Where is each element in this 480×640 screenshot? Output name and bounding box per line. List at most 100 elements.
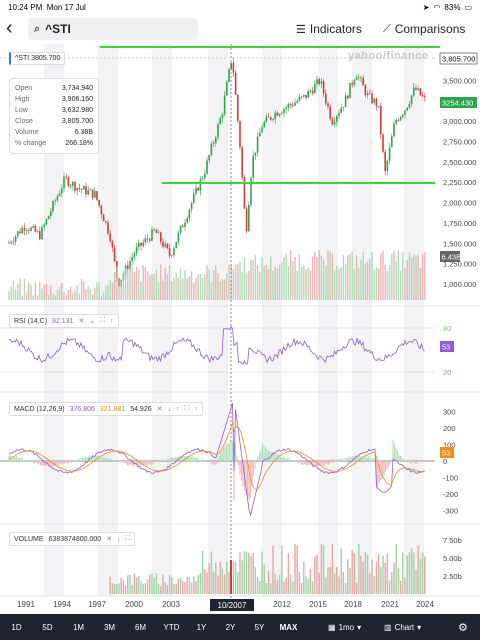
volume-panel-bar <box>234 562 237 594</box>
volume-bar <box>265 264 268 300</box>
range-5y[interactable]: 5Y <box>254 622 265 632</box>
volume-panel-bar <box>210 551 213 594</box>
comparisons-label: Comparisons <box>394 22 466 36</box>
interval-select[interactable]: ▦ 1mo ▾ <box>328 623 361 632</box>
range-5d[interactable]: 5D <box>42 622 53 632</box>
candle-body <box>406 107 408 111</box>
macd-histogram-bar <box>312 461 315 467</box>
macd-histogram-bar <box>270 452 273 461</box>
volume-panel-bar <box>237 572 239 594</box>
range-1d[interactable]: 1D <box>11 622 22 632</box>
candle-body <box>267 116 270 118</box>
volume-bar <box>320 255 323 300</box>
move-up-icon[interactable]: ↑ <box>110 317 114 325</box>
selected-volume-bar <box>230 560 232 594</box>
range-max[interactable]: MAX <box>279 622 298 632</box>
macd-histogram-bar <box>225 444 228 461</box>
move-up-icon[interactable]: ↑ <box>194 405 198 413</box>
volume-panel-bar <box>382 555 384 594</box>
candle-body <box>96 191 98 200</box>
close-icon[interactable]: ✕ <box>156 406 163 413</box>
candle-body <box>135 246 138 254</box>
candle-body <box>259 132 261 137</box>
volume-panel-bar <box>278 574 281 594</box>
macd-histogram-bar <box>197 457 199 461</box>
candle-body <box>349 82 351 99</box>
volume-panel-bar <box>316 554 318 594</box>
candle-body <box>351 82 353 85</box>
range-3m[interactable]: 3M <box>103 622 116 632</box>
chart-icon: ▥ <box>384 622 392 632</box>
volume-bar <box>327 250 329 300</box>
volume-bar <box>166 274 169 300</box>
candle-body <box>342 106 345 108</box>
status-time: 10:24 PM Mon 17 Jul <box>8 2 86 12</box>
range-6m[interactable]: 6M <box>134 622 147 632</box>
back-chevron-icon[interactable]: ‹ <box>6 17 13 39</box>
move-down-icon[interactable]: ↓ <box>167 405 172 413</box>
volume-panel-bar <box>342 571 345 594</box>
expand-icon[interactable]: ⛶ <box>125 535 131 542</box>
volume-bar <box>333 270 336 300</box>
volume-bar <box>199 274 202 300</box>
macd-tick-label: 200 <box>443 424 456 433</box>
stock-chart[interactable]: 3,500.0003,250.0003,000.0002,750.0002,50… <box>0 44 480 612</box>
candle-body <box>138 242 140 247</box>
volume-panel-bar <box>272 545 274 594</box>
volume-panel-bar <box>155 572 158 594</box>
price-tick-label: 2,500.000 <box>443 158 476 167</box>
macd-histogram-bar <box>236 455 238 461</box>
ohlc-tooltip: Open 3,734.940 High 3,906.160 Low 3,632.980… <box>9 78 99 154</box>
range-ytd[interactable]: YTD <box>163 622 180 632</box>
volume-bar <box>109 279 111 300</box>
candle-body <box>265 116 268 122</box>
chevron-down-icon[interactable]: ⌄ <box>89 318 96 325</box>
move-up-icon[interactable]: ↑ <box>176 405 180 413</box>
volume-panel-bar <box>329 566 331 594</box>
rsi-label[interactable]: RSI (14,C) 82.131 ✕ ⌄ ⛶ ↑ <box>9 314 119 328</box>
volume-bar <box>32 295 34 300</box>
volume-bar <box>116 266 118 300</box>
range-1m[interactable]: 1M <box>72 622 85 632</box>
comparisons-button[interactable]: ⟋ Comparisons <box>383 18 465 40</box>
candle-body <box>131 257 133 262</box>
macd-histogram-bar <box>287 458 289 461</box>
macd-histogram-bar <box>150 461 153 465</box>
candle-body <box>239 121 241 148</box>
volume-panel-bar <box>355 582 358 594</box>
expand-icon[interactable]: ⛶ <box>100 317 106 324</box>
search-input[interactable]: ⌕ ^STI <box>28 18 198 40</box>
volume-panel-bar <box>404 577 406 594</box>
macd-histogram-bar <box>375 461 378 490</box>
macd-label[interactable]: MACD (12,26,9) 376.806 321.881 54.926 ✕ … <box>9 402 203 416</box>
macd-histogram-bar <box>68 461 70 463</box>
volume-bar <box>300 266 303 300</box>
macd-histogram-bar <box>66 461 69 464</box>
volume-bar <box>149 274 151 300</box>
volume-label[interactable]: VOLUME 6383874800.000 ✕ ↓ ⛶ <box>9 532 136 546</box>
close-icon[interactable]: ✕ <box>106 536 112 543</box>
volume-panel-value: 6383874800.000 <box>48 535 102 543</box>
volume-bar <box>248 270 250 300</box>
volume-bar <box>325 265 327 300</box>
settings-gear-icon[interactable]: ⚙ <box>458 621 468 634</box>
price-tick-label: 1,500.000 <box>443 239 476 248</box>
macd-histogram-bar <box>294 461 297 463</box>
volume-panel-bar <box>118 583 120 594</box>
candle-body <box>369 93 371 95</box>
macd-histogram-bar <box>314 461 316 466</box>
volume-panel-bar <box>314 556 316 594</box>
indicators-button[interactable]: ☰ Indicators <box>296 18 362 40</box>
volume-panel-bar <box>336 566 338 594</box>
x-axis-label: 2018 <box>344 600 362 609</box>
expand-icon[interactable]: ⛶ <box>184 405 190 412</box>
move-down-icon[interactable]: ↓ <box>117 535 121 543</box>
candle-body <box>43 224 45 227</box>
volume-bar <box>318 250 320 300</box>
close-icon[interactable]: ✕ <box>78 318 85 325</box>
range-2y[interactable]: 2Y <box>225 622 236 632</box>
macd-histogram-bar <box>189 457 192 461</box>
volume-bar <box>45 283 48 300</box>
chart-type-select[interactable]: ▥ Chart ▾ <box>384 623 421 632</box>
range-1y[interactable]: 1Y <box>196 622 207 632</box>
